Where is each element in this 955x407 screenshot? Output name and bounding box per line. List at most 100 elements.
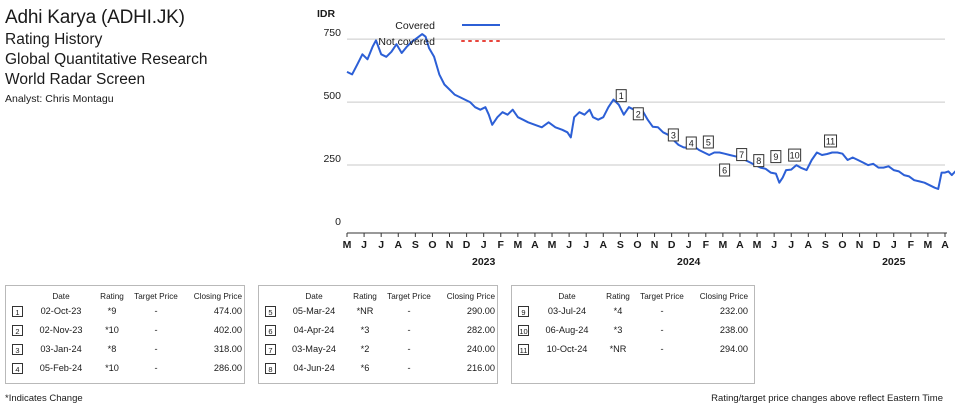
report-type-line: Rating History [5,31,103,48]
target-price-cell: - [660,306,664,316]
rating-marker-number: 1 [619,91,624,101]
y-tick-label: 250 [323,153,341,165]
x-tick-label: J [788,239,794,251]
chart-series [346,33,955,190]
x-tick-label: A [394,239,402,251]
date-cell: 05-Mar-24 [292,306,336,316]
rating-marker-box [770,150,782,164]
rating-change-markers: 1 2 3 4 5 6 7 8 9 10 11 [615,89,838,177]
y-axis-label: IDR [317,8,336,20]
marker-number-box: 8 [265,362,276,374]
date-cell: 05-Feb-24 [39,363,83,373]
closing-price-header: Closing Price [446,292,495,301]
closing-price-header: Closing Price [699,292,748,301]
x-tick-label: A [736,239,744,251]
y-tick-label: 0 [335,216,341,228]
rating-marker-number: 5 [706,137,711,147]
x-tick-label: M [753,239,762,251]
x-tick-label: O [428,239,436,251]
marker-number-box: 2 [12,324,23,336]
table-row: 5 05-Mar-24 *NR - 290.00 [265,302,497,321]
x-tick-label: J [378,239,384,251]
table-header-row: Date Rating Target Price Closing Price [265,292,497,302]
report-header: Adhi Karya (ADHI.JK) Rating History Glob… [5,6,305,106]
table-row: 8 04-Jun-24 *6 - 216.00 [265,359,497,378]
marker-number-box: 10 [518,324,529,336]
x-tick-label: N [446,239,454,251]
closing-price-cell: 240.00 [466,344,495,354]
date-cell: 04-Apr-24 [293,325,335,335]
rating-marker-box [667,128,679,142]
marker-number-cell: 4 [12,359,30,378]
marker-number-box: 11 [518,343,529,355]
header-spacer [265,292,283,302]
rating-marker-number: 6 [722,166,727,176]
marker-number-box: 9 [518,305,529,317]
header-spacer [12,292,30,302]
rating-table-3: Date Rating Target Price Closing Price 9 03-J… [518,292,750,359]
rating-marker-box [615,89,627,103]
marker-number-cell: 2 [12,321,30,340]
rating-table-panel-3: Date Rating Target Price Closing Price 9 03-J… [511,285,755,384]
chart-gridlines [347,38,945,166]
marker-number-box: 5 [265,305,276,317]
rating-cell: *2 [360,344,370,354]
closing-price-cell: 282.00 [466,325,495,335]
date-header: Date [305,292,323,301]
date-cell: 02-Nov-23 [39,325,83,335]
rating-marker-number: 2 [636,109,641,119]
closing-price-cell: 402.00 [213,325,242,335]
table-row: 7 03-May-24 *2 - 240.00 [265,340,497,359]
rating-marker-box [702,135,714,149]
marker-number-cell: 5 [265,302,283,321]
x-tick-label: M [513,239,522,251]
rating-header: Rating [606,292,630,301]
rating-table-panel-1: Date Rating Target Price Closing Price 1 02-O… [5,285,245,384]
rating-marker-number: 11 [826,136,835,146]
x-tick-label: S [412,239,419,251]
rating-cell: *8 [107,344,117,354]
x-tick-label: A [941,239,949,251]
rating-marker-box [632,107,644,121]
table-row: 2 02-Nov-23 *10 - 402.00 [12,321,244,340]
company-title: Adhi Karya (ADHI.JK) [5,7,185,28]
marker-number-box: 1 [12,305,23,317]
marker-number-box: 4 [12,362,23,374]
year-label: 2025 [882,256,906,268]
closing-price-cell: 232.00 [719,306,748,316]
rating-marker-box [753,154,765,168]
target-price-cell: - [407,363,411,373]
x-tick-label: J [583,239,589,251]
closing-price-cell: 238.00 [719,325,748,335]
rating-marker-box [719,163,731,177]
date-header: Date [52,292,70,301]
date-cell: 02-Oct-23 [40,306,82,316]
rating-marker-number: 10 [790,151,800,161]
date-cell: 10-Oct-24 [546,344,588,354]
rating-cell: *9 [107,306,117,316]
closing-price-header: Closing Price [193,292,242,301]
y-tick-label: 500 [323,90,341,102]
marker-number-cell: 7 [265,340,283,359]
rating-marker-number: 9 [773,152,778,162]
marker-number-cell: 11 [518,340,536,359]
rating-cell: *NR [609,344,627,354]
rating-cell: *3 [360,325,370,335]
marker-number-cell: 1 [12,302,30,321]
date-cell: 06-Aug-24 [545,325,589,335]
rating-table-panel-2: Date Rating Target Price Closing Price 5 05-M… [258,285,498,384]
rating-marker-box [788,148,802,162]
change-indicator-note: *Indicates Change [5,393,83,404]
x-tick-label: J [481,239,487,251]
target-price-cell: - [154,363,158,373]
rating-cell: *4 [613,306,623,316]
x-tick-label: M [719,239,728,251]
report-product-line: World Radar Screen [5,71,146,88]
x-tick-label: S [617,239,624,251]
analyst-name: Analyst: Chris Montagu [5,93,114,105]
price-series-line [346,33,955,190]
rating-marker-number: 8 [756,156,761,166]
x-tick-label: D [873,239,881,251]
report-source-line: Global Quantitative Research [5,51,208,68]
